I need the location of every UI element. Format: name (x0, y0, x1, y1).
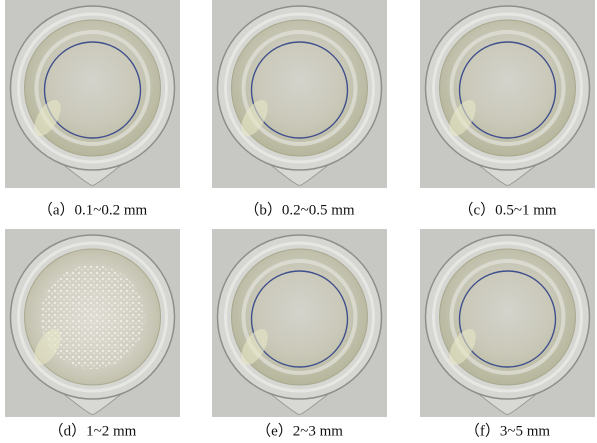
caption: （a）0.1~0.2 mm (38, 201, 148, 218)
photo (420, 229, 595, 417)
sediment (41, 265, 145, 369)
figure: （a）0.1~0.2 mm （b）0.2~0.5 mm （c）0.5~1 mm （d）… (0, 0, 597, 443)
caption: （e）2~3 mm (256, 422, 343, 439)
caption: （c）0.5~1 mm (458, 201, 556, 218)
caption: （f）3~5 mm (465, 422, 551, 439)
photo (212, 0, 387, 188)
photo (212, 229, 387, 417)
photo (5, 0, 180, 188)
photo (420, 0, 595, 188)
photo (5, 229, 180, 417)
caption: （d）1~2 mm (49, 422, 137, 439)
caption: （b）0.2~0.5 mm (244, 201, 355, 218)
